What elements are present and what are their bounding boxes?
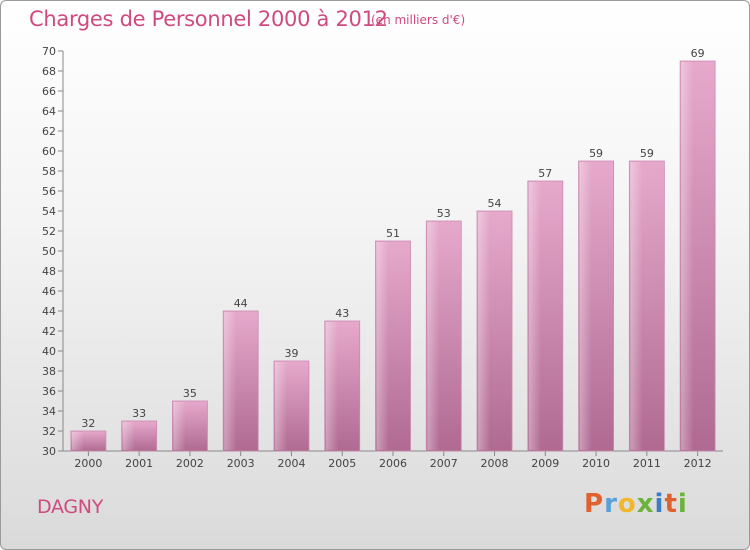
- logo-letter: x: [636, 489, 655, 519]
- chart-title: Charges de Personnel 2000 à 2012: [29, 7, 388, 31]
- value-label: 35: [183, 387, 197, 400]
- x-tick-label: 2011: [633, 457, 661, 470]
- logo-letter: i: [654, 489, 665, 519]
- y-tick-label: 30: [42, 445, 56, 458]
- x-tick-label: 2006: [379, 457, 407, 470]
- logo-letter: r: [604, 489, 618, 519]
- logo-letter: P: [584, 489, 605, 519]
- value-label: 57: [538, 167, 552, 180]
- value-label: 51: [386, 227, 400, 240]
- proxiti-logo[interactable]: Proxiti: [584, 489, 688, 519]
- y-tick-label: 62: [42, 125, 56, 138]
- chart-subtitle: (en milliers d'€): [371, 13, 466, 27]
- commune-name: DAGNY: [37, 496, 104, 518]
- value-label: 59: [640, 147, 654, 160]
- bar-highlight: [173, 402, 186, 450]
- y-tick-label: 32: [42, 425, 56, 438]
- labels-group: 2000 32 2001 33 2002 35 2003 44 2004 39 2005 43 2006…: [74, 47, 711, 470]
- value-label: 54: [488, 197, 502, 210]
- x-tick-label: 2010: [582, 457, 610, 470]
- y-tick-label: 56: [42, 185, 56, 198]
- bar-highlight: [274, 362, 288, 450]
- logo-letter: i: [677, 489, 688, 519]
- value-label: 53: [437, 207, 451, 220]
- bar-highlight: [224, 312, 237, 450]
- bar-highlight: [528, 182, 542, 450]
- y-tick-label: 50: [42, 245, 56, 258]
- x-tick-label: 2000: [74, 457, 102, 470]
- logo-letter: t: [664, 489, 678, 519]
- bars-group: [70, 60, 716, 452]
- y-tick-label: 68: [42, 65, 56, 78]
- x-tick-label: 2001: [125, 457, 153, 470]
- bar-highlight: [478, 212, 491, 450]
- y-tick-label: 38: [42, 365, 56, 378]
- value-label: 44: [234, 297, 248, 310]
- y-tick-label: 42: [42, 325, 56, 338]
- bar-highlight: [681, 62, 694, 450]
- x-tick-label: 2008: [481, 457, 509, 470]
- y-tick-label: 58: [42, 165, 56, 178]
- bar-highlight: [579, 162, 592, 450]
- y-tick-label: 48: [42, 265, 56, 278]
- x-tick-label: 2002: [176, 457, 204, 470]
- y-tick-label: 46: [42, 285, 56, 298]
- x-tick-label: 2007: [430, 457, 458, 470]
- y-tick-label: 66: [42, 85, 56, 98]
- y-tick-label: 34: [42, 405, 56, 418]
- bar-highlight: [71, 432, 85, 450]
- bar-highlight: [376, 242, 389, 450]
- y-tick-label: 60: [42, 145, 56, 158]
- value-label: 69: [691, 47, 705, 60]
- y-tick-label: 52: [42, 225, 56, 238]
- bar-highlight: [427, 222, 440, 450]
- x-tick-label: 2009: [531, 457, 559, 470]
- value-label: 43: [335, 307, 349, 320]
- value-label: 32: [81, 417, 95, 430]
- x-tick-label: 2005: [328, 457, 356, 470]
- y-tick-label: 54: [42, 205, 56, 218]
- logo-letter: o: [617, 489, 637, 519]
- value-label: 33: [132, 407, 146, 420]
- y-tick-label: 36: [42, 385, 56, 398]
- y-tick-label: 44: [42, 305, 56, 318]
- chart-axes: 30 32 34 36 38 40 42 44 46 48 50 52 54 56 58 60 62 64 66 68…: [42, 45, 723, 458]
- bar-highlight: [325, 322, 338, 450]
- value-label: 39: [284, 347, 298, 360]
- bar-highlight: [122, 422, 135, 450]
- bar-highlight: [630, 162, 643, 450]
- y-tick-label: 70: [42, 45, 56, 58]
- value-label: 59: [589, 147, 603, 160]
- y-tick-label: 40: [42, 345, 56, 358]
- y-tick-label: 64: [42, 105, 56, 118]
- x-tick-label: 2012: [684, 457, 712, 470]
- x-tick-label: 2004: [277, 457, 305, 470]
- x-tick-label: 2003: [227, 457, 255, 470]
